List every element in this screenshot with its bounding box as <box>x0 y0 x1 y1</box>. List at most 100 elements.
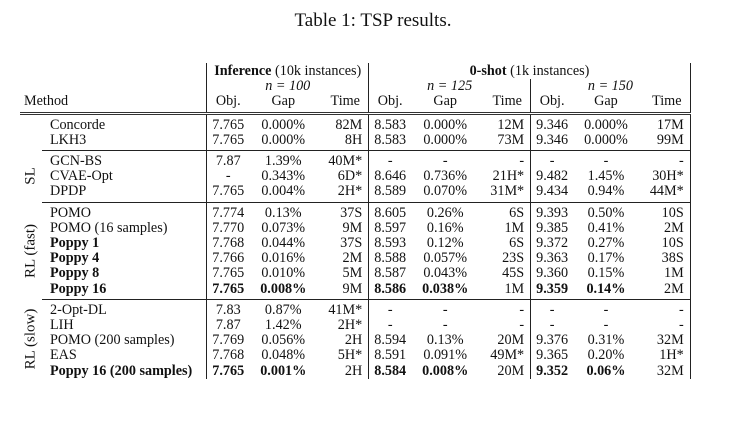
time-value: - <box>641 299 691 319</box>
tsp-results-table: Inference (10k instances) 0-shot (1k ins… <box>20 63 691 379</box>
gap-value: 0.94% <box>578 184 642 203</box>
time-value: 6S <box>509 235 525 252</box>
gap-value: 0.016% <box>261 250 306 267</box>
time-value: 2H* <box>337 317 363 334</box>
obj-value: 7.765 <box>206 281 255 300</box>
obj-value: 8.583 <box>368 132 417 152</box>
gap-value: 0.000% <box>423 116 468 133</box>
gap-value: 0.50% <box>587 204 625 221</box>
time-value: 1M <box>482 281 531 300</box>
obj-value: 8.597 <box>368 220 417 237</box>
time-value: 49M* <box>490 347 525 364</box>
obj-value: 7.765 <box>206 132 255 152</box>
gap-value: 0.048% <box>261 347 306 364</box>
time-value: 12M <box>497 116 525 133</box>
time-value: 2M <box>342 250 363 267</box>
gap-value: 0.06% <box>586 362 626 379</box>
obj-value: 8.594 <box>368 333 417 349</box>
gap-value: 0.008% <box>254 281 321 300</box>
gap-value: 1.42% <box>264 317 302 334</box>
table-row: POMO (200 samples) 7.769 0.056% 2H 8.594 0.13… <box>20 332 691 349</box>
header-method: Method <box>20 94 207 115</box>
obj-value: 8.605 <box>368 202 417 221</box>
gap-value: 1.45% <box>587 168 625 185</box>
obj-value: 8.591 <box>368 348 417 364</box>
table-row: Poppy 4 7.766 0.016% 2M 8.588 0.057% 23S 9.363 0… <box>20 250 691 267</box>
table-row: LKH3 7.765 0.000% 8H 8.583 0.000% 73M 9.346 0.00… <box>20 132 691 152</box>
method-name: EAS <box>50 347 77 364</box>
col-obj: Obj. <box>368 94 417 115</box>
obj-value: 7.769 <box>206 333 255 349</box>
gap-value: 0.17% <box>587 250 625 267</box>
gap-value: - <box>442 317 448 334</box>
gap-value: 0.736% <box>423 168 468 185</box>
time-value: - <box>519 317 525 334</box>
obj-value: 9.376 <box>530 333 579 349</box>
obj-value: 7.765 <box>206 266 255 282</box>
time-value: 2H <box>344 362 363 379</box>
method-name: Poppy 16 <box>42 281 207 300</box>
method-name: POMO (16 samples) <box>50 219 168 236</box>
obj-value: 9.352 <box>530 363 579 379</box>
time-value: 1M <box>504 219 525 236</box>
gap-value: 0.010% <box>261 265 306 282</box>
obj-value: 7.768 <box>206 348 255 364</box>
gap-value: 0.14% <box>578 281 642 300</box>
gap-value: 0.000% <box>578 132 642 152</box>
obj-value: 7.765 <box>206 113 255 133</box>
gap-value: 0.13% <box>264 204 302 221</box>
time-value: 9M <box>320 281 369 300</box>
obj-value: - <box>368 150 417 170</box>
time-value: 2H* <box>320 184 369 203</box>
obj-value: - <box>530 299 579 319</box>
section-label: SL <box>22 167 39 186</box>
gap-value: 0.044% <box>261 235 306 252</box>
section-label: RL (slow) <box>22 308 39 370</box>
method-name: CVAE-Opt <box>50 168 113 185</box>
time-value: 32M <box>641 333 691 349</box>
obj-value: 8.584 <box>368 363 417 379</box>
obj-value: 8.586 <box>368 281 417 300</box>
gap-value: - <box>603 317 609 334</box>
table-row: Poppy 16 7.765 0.008% 9M 8.586 0.038% 1M 9.359 0… <box>20 281 691 300</box>
table-row: RL (fast) POMO 7.774 0.13% 37S 8.605 0.26% 6S 9.… <box>20 202 691 278</box>
gap-value: 0.20% <box>587 347 625 364</box>
col-time: Time <box>320 94 369 115</box>
obj-value: 7.768 <box>206 235 255 252</box>
time-value: 44M* <box>641 184 691 203</box>
gap-value: 0.091% <box>423 347 468 364</box>
time-value: 5H* <box>337 347 363 364</box>
time-value: 37S <box>340 204 363 221</box>
time-value: 2H <box>344 332 363 349</box>
method-name: DPDP <box>42 184 207 203</box>
obj-value: 9.372 <box>530 235 579 252</box>
obj-value: 7.765 <box>206 363 255 379</box>
time-value: 31M* <box>482 184 531 203</box>
section-label <box>20 113 42 150</box>
method-name: Poppy 1 <box>50 235 100 252</box>
table-caption: Table 1: TSP results. <box>294 10 452 31</box>
time-value: 20M <box>497 362 525 379</box>
gap-value: - <box>442 301 448 318</box>
time-value: 32M <box>641 363 691 379</box>
gap-value: 0.073% <box>261 219 306 236</box>
time-value: 73M <box>482 132 531 152</box>
method-name: LKH3 <box>42 132 207 152</box>
gap-value: 1.39% <box>264 153 302 170</box>
method-name: POMO <box>50 204 91 221</box>
obj-value: 7.765 <box>206 184 255 203</box>
obj-value: 8.583 <box>368 113 417 133</box>
time-value: 41M* <box>328 301 363 318</box>
time-value: 82M <box>335 116 363 133</box>
obj-value: - <box>530 150 579 170</box>
table-row: EAS 7.768 0.048% 5H* 8.591 0.091% 49M* 9.365 0.2… <box>20 347 691 364</box>
time-value: 9M <box>342 219 363 236</box>
obj-value: 9.359 <box>530 281 579 300</box>
obj-value: - <box>206 169 255 185</box>
gap-value: 0.343% <box>261 168 306 185</box>
obj-value: 9.365 <box>530 348 579 364</box>
obj-value: 8.588 <box>368 251 417 267</box>
col-gap: Gap <box>578 94 642 115</box>
time-value: - <box>519 301 525 318</box>
method-name: LIH <box>50 317 74 334</box>
